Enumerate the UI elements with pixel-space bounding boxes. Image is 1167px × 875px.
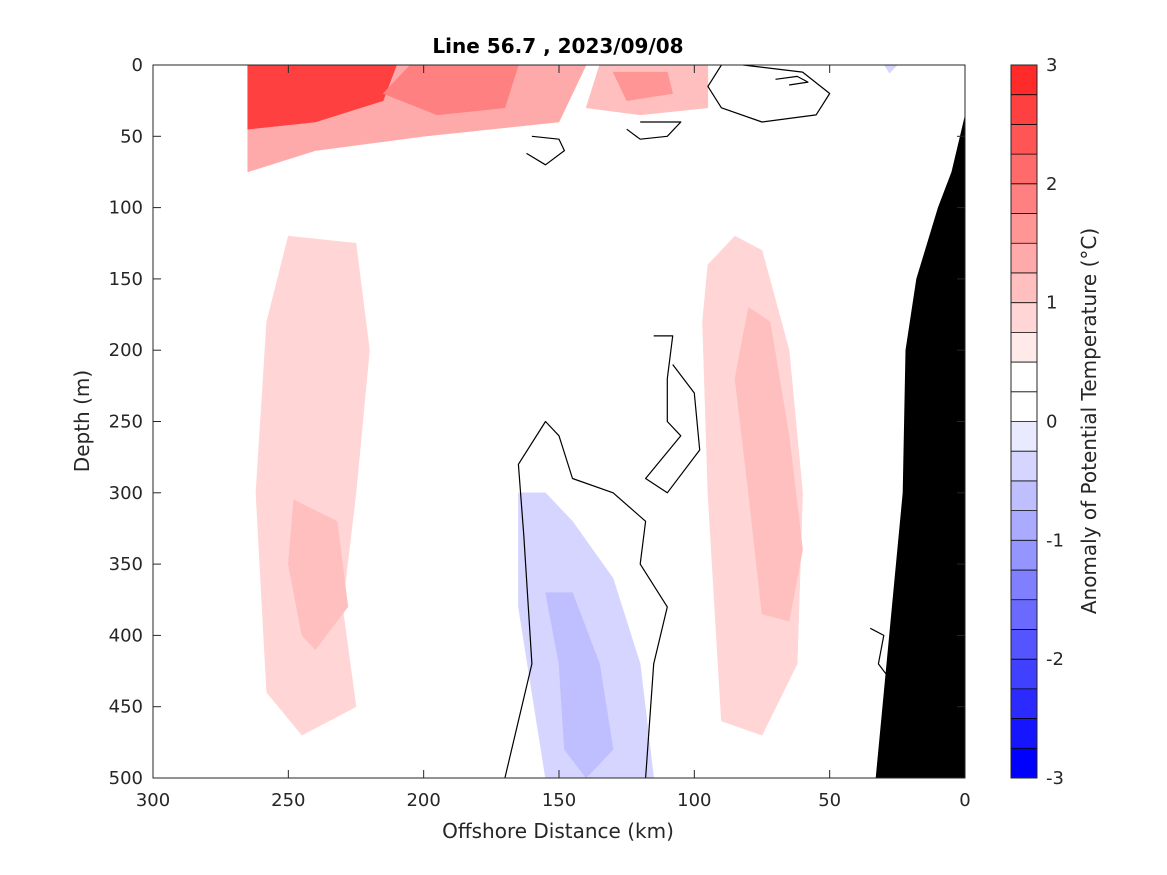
- anomaly-region-14: [545, 592, 614, 778]
- zero-contour-5: [870, 627, 890, 679]
- x-tick-label: 150: [542, 790, 576, 811]
- x-tick-label: 100: [677, 790, 711, 811]
- colorbar-band: [1011, 480, 1037, 512]
- colorbar-band: [1011, 599, 1037, 630]
- colorbar-tick-label: -2: [1046, 649, 1064, 670]
- anomaly-region-11: [734, 307, 803, 622]
- colorbar-band: [1011, 213, 1037, 244]
- anomaly-region-5: [612, 71, 673, 101]
- zero-contour-0: [504, 420, 668, 778]
- y-tick-label: 450: [109, 697, 143, 718]
- colorbar-band: [1011, 65, 1037, 96]
- anomaly-region-12: [450, 193, 695, 778]
- plot-area: 300 250 200 150 100 50 0 050100150200250300350…: [109, 55, 971, 811]
- x-axis-label: Offshore Distance (km): [442, 819, 674, 843]
- colorbar-band: [1011, 154, 1037, 185]
- y-tick-label: 500: [109, 768, 143, 789]
- bathymetry: [875, 114, 965, 778]
- colorbar-label: Anomaly of Potential Temperature (°C): [1077, 228, 1101, 614]
- colorbar-band: [1011, 688, 1037, 719]
- zero-contour-6: [775, 75, 809, 86]
- colorbar-tick-label: -1: [1046, 530, 1064, 551]
- y-tick-label: 350: [109, 554, 143, 575]
- colorbar-band: [1011, 391, 1037, 422]
- colorbar-band: [1011, 659, 1037, 690]
- y-tick-label: 50: [120, 126, 143, 147]
- colorbar-tick-label: 1: [1046, 293, 1057, 314]
- zero-contour-lines: [504, 65, 890, 778]
- colorbar-band: [1011, 510, 1037, 541]
- colorbar-band: [1011, 451, 1037, 482]
- y-tick-label: 0: [132, 55, 143, 76]
- anomaly-region-7: [721, 65, 912, 223]
- colorbar-band: [1011, 748, 1037, 779]
- x-tick-label: 50: [818, 790, 841, 811]
- colorbar-frame: [1010, 64, 1038, 779]
- colorbar-band: [1011, 272, 1037, 304]
- x-tick-label: 200: [406, 790, 440, 811]
- anomaly-region-15: [369, 221, 438, 265]
- colorbar-band: [1011, 124, 1037, 155]
- colorbar-tick-label: 3: [1046, 55, 1057, 76]
- y-axis-ticks: 0 50 100 150 200 250 300 350 400 450 500: [109, 55, 965, 789]
- y-tick-label: 250: [109, 412, 143, 433]
- x-tick-label: 0: [959, 790, 970, 811]
- colorbar-band: [1011, 540, 1037, 571]
- colorbar-band: [1011, 183, 1037, 214]
- anomaly-region-4: [382, 65, 519, 116]
- y-tick-label: 150: [109, 269, 143, 290]
- zero-contour-1: [644, 335, 701, 494]
- zero-contour-2: [707, 65, 831, 123]
- colorbar-band: [1011, 629, 1037, 660]
- y-tick-label: 400: [109, 625, 143, 646]
- colorbar-band: [1011, 94, 1037, 125]
- y-tick-label: 300: [109, 483, 143, 504]
- y-axis-label: Depth (m): [70, 370, 94, 472]
- zero-contour-3: [526, 135, 566, 166]
- x-tick-label: 250: [271, 790, 305, 811]
- x-tick-label: 300: [136, 790, 170, 811]
- colorbar-band: [1011, 570, 1037, 601]
- chart-title: Line 56.7 , 2023/09/08: [432, 34, 683, 58]
- anomaly-region-3: [247, 65, 397, 130]
- colorbar-band: [1011, 332, 1037, 363]
- anomaly-region-9: [288, 499, 349, 650]
- zero-contour-4: [626, 121, 682, 140]
- colorbar-tick-label: -3: [1046, 768, 1064, 789]
- colorbar-band: [1011, 718, 1037, 749]
- temperature-anomaly-field: [247, 65, 965, 778]
- colorbar-band: [1011, 302, 1037, 333]
- y-tick-label: 200: [109, 340, 143, 361]
- colorbar-band: [1011, 362, 1037, 393]
- bathymetry-mask: [875, 114, 965, 778]
- x-axis-ticks: 300 250 200 150 100 50 0: [136, 65, 971, 811]
- colorbar-band: [1011, 243, 1037, 274]
- colorbar-tick-label: 0: [1046, 412, 1057, 433]
- colorbar: 3 2 1 0 -1 -2 -3: [1010, 55, 1064, 789]
- y-tick-label: 100: [109, 198, 143, 219]
- colorbar-tick-label: 2: [1046, 174, 1057, 195]
- colorbar-band: [1011, 421, 1037, 452]
